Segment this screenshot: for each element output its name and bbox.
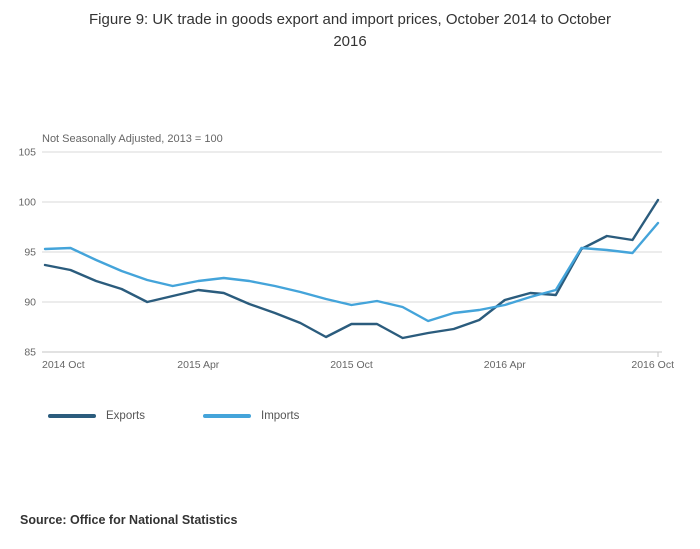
y-axis-tick-label: 85 (24, 347, 36, 359)
x-axis-tick-label: 2015 Apr (177, 359, 220, 371)
legend-label-exports: Exports (106, 410, 145, 422)
x-axis-tick-label: 2014 Oct (42, 359, 85, 371)
imports-line-swatch (203, 414, 251, 418)
source-text: Source: Office for National Statistics (20, 513, 238, 527)
figure-title: Figure 9: UK trade in goods export and i… (89, 11, 611, 50)
y-axis-tick-label: 105 (18, 147, 36, 159)
exports-line-swatch (48, 414, 96, 418)
chart-subtitle: Not Seasonally Adjusted, 2013 = 100 (42, 133, 223, 145)
legend-item-imports: Imports (203, 410, 299, 422)
legend-label-imports: Imports (261, 410, 300, 422)
y-axis-tick-label: 95 (24, 247, 36, 259)
trade-prices-line-chart: 85 90 95 100 105 2014 Oct 2015 Apr 2015 Oct 2016… (18, 147, 674, 372)
y-axis-tick-label: 90 (24, 297, 36, 309)
chart-legend: Exports Imports (48, 410, 357, 422)
y-axis-tick-label: 100 (18, 197, 36, 209)
legend-item-exports: Exports (48, 410, 145, 422)
exports-line (43, 198, 660, 340)
x-axis-tick-label: 2016 Oct (631, 359, 674, 371)
x-axis-tick-label: 2016 Apr (484, 359, 527, 371)
x-axis-tick-label: 2015 Oct (330, 359, 373, 371)
imports-line (43, 221, 660, 323)
